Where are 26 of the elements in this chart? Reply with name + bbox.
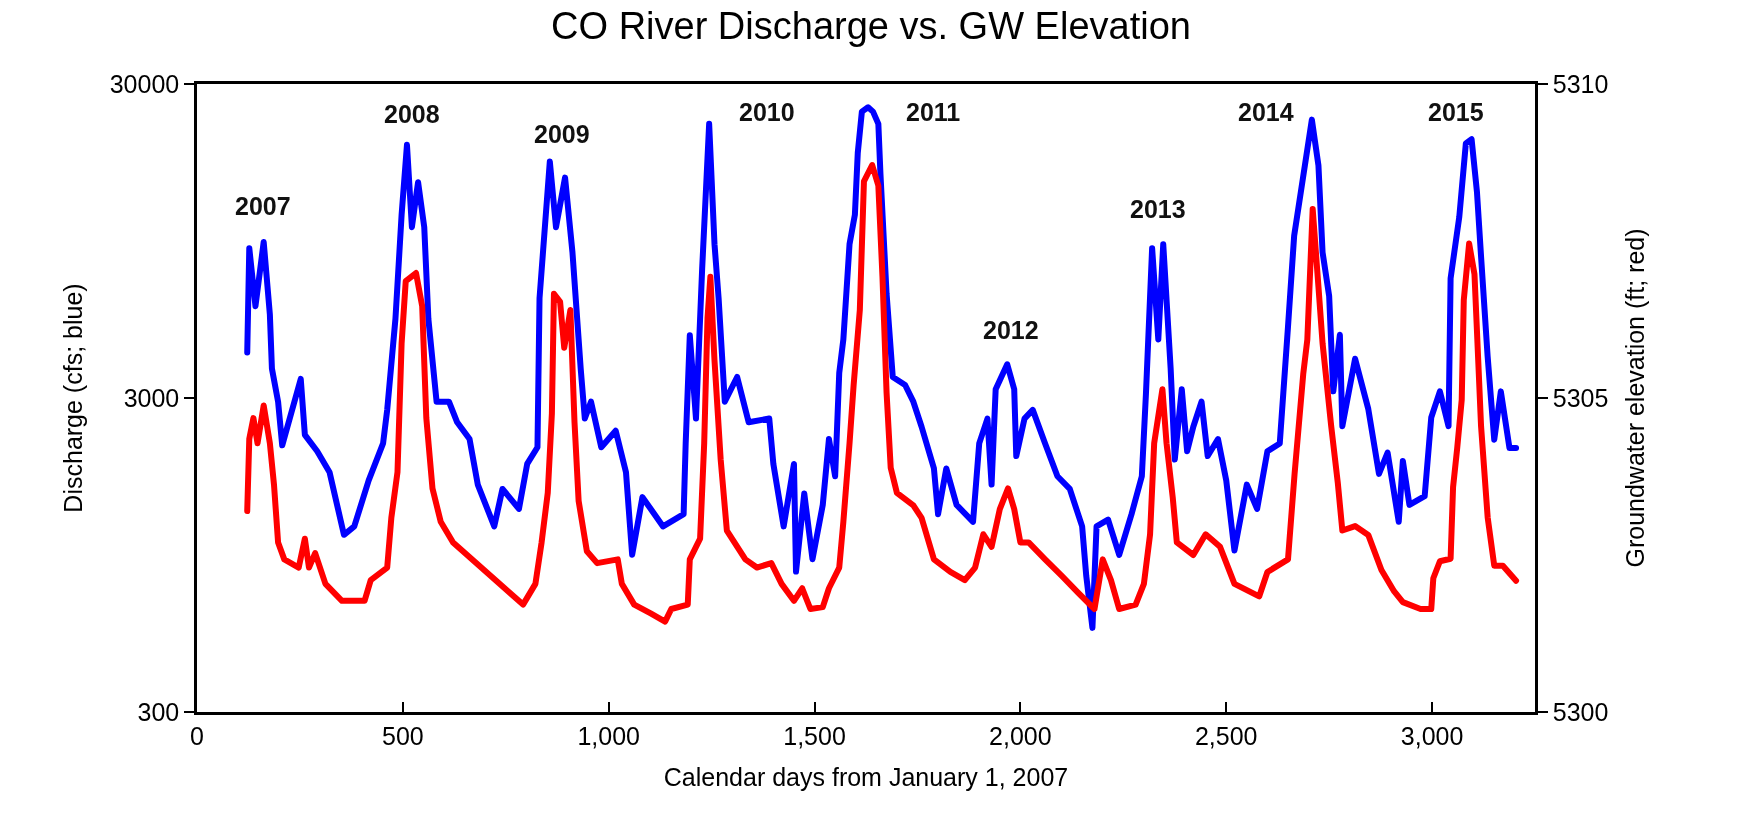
x-tick-label: 2,000 <box>989 721 1052 750</box>
annotation: 2011 <box>906 98 961 126</box>
annotation: 2014 <box>1238 98 1294 126</box>
annotation: 2015 <box>1428 98 1484 126</box>
annotation: 2010 <box>739 98 795 126</box>
x-tick-label: 3,000 <box>1400 721 1464 750</box>
x-tick-label: 0 <box>190 721 204 750</box>
y2-tick-label: 5300 <box>1552 697 1609 726</box>
x-axis-title: Calendar days from January 1, 2007 <box>663 762 1069 791</box>
y-axis-title: Discharge (cfs; blue) <box>59 283 88 513</box>
x-tick-label: 500 <box>381 721 424 750</box>
x-tick-label: 1,000 <box>577 721 640 750</box>
y-tick-label: 3000 <box>123 383 180 412</box>
annotation: 2008 <box>384 100 440 128</box>
y2-tick-label: 5305 <box>1552 383 1609 412</box>
annotation: 2007 <box>235 192 291 220</box>
x-tick-label: 2,500 <box>1194 721 1258 750</box>
annotation: 2013 <box>1130 195 1186 223</box>
y2-axis-title: Groundwater elevation (ft; red) <box>1621 228 1650 568</box>
y2-tick-label: 5310 <box>1552 69 1609 98</box>
annotation: 2009 <box>534 120 590 148</box>
annotation: 2012 <box>983 316 1039 344</box>
y-tick-label: 30000 <box>109 69 180 98</box>
chart-title: CO River Discharge vs. GW Elevation <box>551 5 1191 48</box>
y-tick-label: 300 <box>137 697 180 726</box>
x-tick-label: 1,500 <box>783 721 846 750</box>
